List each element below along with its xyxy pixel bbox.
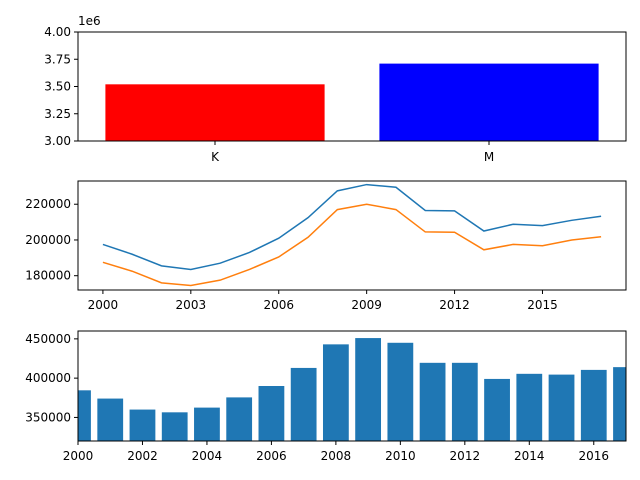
y-tick-label: 350000 bbox=[25, 410, 71, 424]
x-tick-label: 2012 bbox=[439, 298, 470, 312]
bar-2004 bbox=[194, 407, 220, 441]
x-tick-label: 2016 bbox=[578, 449, 609, 463]
y-tick-label: 450000 bbox=[25, 332, 71, 346]
y-tick-label: 4.00 bbox=[44, 25, 71, 39]
x-tick-label: K bbox=[211, 150, 220, 164]
x-tick-label: 2006 bbox=[256, 449, 287, 463]
x-tick-label: 2002 bbox=[127, 449, 158, 463]
series-line-2 bbox=[102, 203, 602, 287]
bar-2001 bbox=[97, 398, 124, 441]
y-tick-label: 3.50 bbox=[44, 80, 71, 94]
y-tick-label: 200000 bbox=[25, 233, 71, 247]
series-line-1 bbox=[102, 183, 602, 271]
x-tick-label: 2008 bbox=[321, 449, 352, 463]
x-tick-label: 2009 bbox=[351, 298, 382, 312]
bar-2016 bbox=[580, 369, 607, 441]
y-tick-label: 400000 bbox=[25, 371, 71, 385]
x-tick-label: 2000 bbox=[88, 298, 119, 312]
x-tick-label: 2012 bbox=[450, 449, 481, 463]
y-tick-label: 3.25 bbox=[44, 107, 71, 121]
x-tick-label: M bbox=[484, 150, 494, 164]
x-tick-label: 2006 bbox=[263, 298, 294, 312]
bars-group bbox=[78, 338, 626, 441]
bar-2007 bbox=[290, 367, 317, 441]
bar-2008 bbox=[322, 344, 349, 441]
y-tick-label: 3.00 bbox=[44, 134, 71, 148]
bar-2009 bbox=[355, 338, 382, 441]
x-tick-label: 2000 bbox=[63, 449, 94, 463]
y-tick-label: 3.75 bbox=[44, 52, 71, 66]
axes-frame bbox=[77, 180, 627, 291]
x-tick-label: 2010 bbox=[385, 449, 416, 463]
bar-2014 bbox=[516, 373, 543, 441]
y-tick-label: 220000 bbox=[25, 197, 71, 211]
bar-2013 bbox=[484, 378, 510, 441]
bar-2006 bbox=[258, 386, 285, 441]
bar-m bbox=[379, 63, 599, 141]
bar-2000 bbox=[78, 390, 91, 441]
axes-frame bbox=[77, 330, 627, 442]
x-tick-label: 2004 bbox=[192, 449, 223, 463]
bar-2005 bbox=[226, 397, 253, 441]
bar-2002 bbox=[129, 409, 156, 441]
x-tick-label: 2003 bbox=[176, 298, 207, 312]
x-tick-label: 2015 bbox=[527, 298, 558, 312]
x-tick-label: 2014 bbox=[514, 449, 545, 463]
top-bar-chart-panel: 3.00 3.25 3.50 3.75 4.00 K M 1e6 bbox=[44, 14, 627, 164]
bar-k bbox=[105, 84, 325, 141]
yearly-bar-chart-panel: 2000 2002 2004 2006 2008 2010 2012 2014 2016 3500… bbox=[25, 330, 627, 463]
bar-2012 bbox=[451, 362, 478, 441]
line-chart-panel: 2000 2003 2006 2009 2012 2015 180000 200000 2200… bbox=[25, 180, 627, 312]
y-offset-label: 1e6 bbox=[78, 14, 101, 28]
bar-2003 bbox=[161, 412, 188, 441]
bar-2017 bbox=[613, 367, 626, 441]
y-tick-label: 180000 bbox=[25, 269, 71, 283]
bar-2010 bbox=[387, 342, 414, 441]
bar-2011 bbox=[419, 362, 446, 441]
bar-2015 bbox=[548, 374, 575, 441]
